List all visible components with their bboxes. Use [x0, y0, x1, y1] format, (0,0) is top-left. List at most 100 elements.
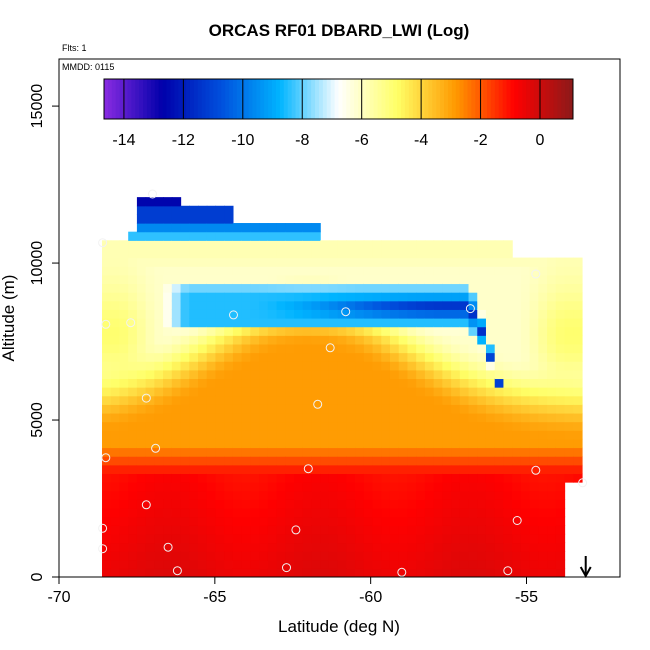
- heatmap-cell: [136, 456, 147, 466]
- heatmap-cell: [564, 378, 574, 388]
- heatmap-cell: [468, 292, 478, 302]
- heatmap-cell: [494, 300, 505, 310]
- heatmap-cell: [520, 335, 531, 345]
- heatmap-cell: [189, 438, 199, 449]
- heatmap-cell: [451, 551, 461, 561]
- heatmap-cell: [145, 542, 155, 552]
- heatmap-cell: [102, 309, 112, 319]
- sample-point: [172, 566, 182, 576]
- heatmap-cell: [363, 292, 374, 302]
- heatmap-cell: [381, 551, 391, 561]
- heatmap-cell: [250, 387, 260, 397]
- heatmap-cell: [424, 533, 435, 544]
- heatmap-cell: [442, 300, 452, 310]
- heatmap-cell: [407, 266, 417, 276]
- heatmap-cell: [311, 318, 321, 328]
- heatmap-cell: [206, 559, 217, 569]
- heatmap-cell: [538, 335, 548, 345]
- heatmap-cell: [145, 326, 155, 336]
- colorbar-swatch: [471, 79, 476, 119]
- heatmap-cell: [538, 292, 548, 302]
- heatmap-cell: [346, 525, 356, 535]
- heatmap-cell: [145, 490, 155, 500]
- heatmap-cell: [163, 568, 173, 577]
- heatmap-cell: [154, 292, 164, 302]
- colorbar-swatch: [342, 79, 347, 119]
- heatmap-cell: [136, 274, 147, 285]
- heatmap-cell: [320, 274, 330, 285]
- heatmap-cell: [389, 430, 400, 440]
- heatmap-cell: [355, 283, 365, 293]
- heatmap-cell: [224, 568, 234, 577]
- heatmap-cell: [485, 568, 496, 577]
- heatmap-cell: [529, 551, 539, 561]
- heatmap-cell: [189, 456, 199, 466]
- heatmap-cell: [433, 343, 443, 354]
- heatmap-cell: [337, 456, 347, 466]
- heatmap-cell: [477, 490, 487, 500]
- heatmap-cell: [180, 473, 190, 483]
- heatmap-cell: [302, 499, 313, 509]
- heatmap-cell: [259, 352, 269, 362]
- heatmap-cell: [564, 421, 574, 431]
- heatmap-cell: [154, 404, 164, 414]
- heatmap-cell: [424, 395, 435, 405]
- heatmap-cell: [485, 482, 496, 492]
- heatmap-cell: [416, 464, 426, 474]
- heatmap-cell: [512, 266, 522, 276]
- heatmap-cell: [241, 335, 251, 345]
- heatmap-cell: [355, 507, 365, 518]
- heatmap-cell: [232, 292, 243, 302]
- heatmap-cell: [355, 542, 365, 552]
- heatmap-cell: [442, 369, 452, 380]
- sample-point: [512, 516, 522, 525]
- heatmap-cell: [128, 464, 138, 474]
- heatmap-cell: [407, 464, 417, 474]
- heatmap-cell: [389, 533, 400, 544]
- heatmap-cell: [555, 456, 566, 466]
- heatmap-cell: [485, 257, 496, 267]
- heatmap-cell: [102, 266, 112, 276]
- colorbar-swatch: [490, 79, 496, 119]
- heatmap-cell: [215, 430, 225, 440]
- heatmap-cell: [311, 473, 321, 483]
- heatmap-cell: [145, 197, 155, 207]
- heatmap-cell: [389, 378, 400, 388]
- colorbar-swatch: [498, 79, 504, 119]
- heatmap-cell: [154, 326, 164, 336]
- heatmap-cell: [573, 318, 583, 328]
- heatmap-cell: [145, 387, 155, 397]
- heatmap-cell: [241, 292, 251, 302]
- heatmap-cell: [512, 378, 522, 388]
- heatmap-cell: [180, 395, 190, 405]
- heatmap-cell: [503, 395, 513, 405]
- heatmap-cell: [346, 309, 356, 319]
- heatmap-cell: [110, 326, 121, 336]
- heatmap-cell: [180, 266, 190, 276]
- sample-point: [465, 304, 475, 314]
- heatmap-cell: [451, 352, 461, 362]
- heatmap-cell: [363, 525, 374, 535]
- heatmap-cell: [355, 525, 365, 535]
- heatmap-cell: [512, 499, 522, 509]
- heatmap-cell: [320, 421, 330, 431]
- heatmap-cell: [520, 438, 531, 449]
- heatmap-cell: [363, 456, 374, 466]
- y-tick-label: 0: [29, 572, 46, 581]
- heatmap-cell: [189, 369, 199, 380]
- heatmap-cell: [145, 240, 155, 250]
- heatmap-cell: [206, 430, 217, 440]
- heatmap-cell: [451, 542, 461, 552]
- heatmap-cell: [241, 507, 251, 518]
- heatmap-cell: [372, 447, 382, 457]
- heatmap-cell: [102, 507, 112, 518]
- heatmap-cell: [494, 352, 505, 362]
- heatmap-cell: [215, 369, 225, 380]
- heatmap-cell: [276, 361, 286, 371]
- heatmap-cell: [302, 248, 313, 259]
- heatmap-cell: [477, 499, 487, 509]
- heatmap-cell: [215, 309, 225, 319]
- heatmap-cell: [459, 438, 470, 449]
- heatmap-cell: [215, 318, 225, 328]
- heatmap-cell: [529, 559, 539, 569]
